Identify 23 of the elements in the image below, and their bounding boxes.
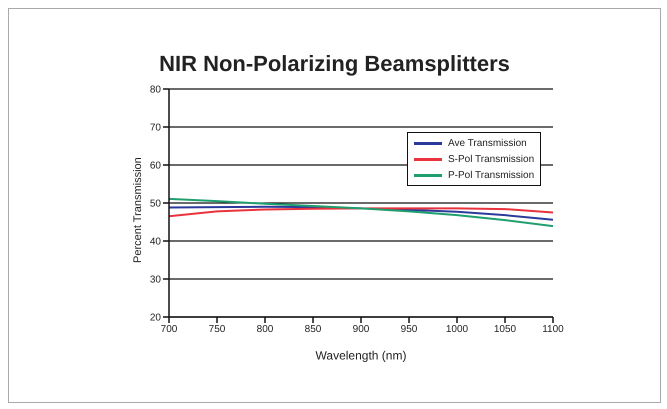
y-tick-label: 80 [150,84,162,96]
x-tick-label: 750 [208,324,226,336]
chart-title: NIR Non-Polarizing Beamsplitters [158,51,511,77]
x-tick-label: 800 [256,324,274,336]
x-axis-title: Wavelength (nm) [316,348,406,363]
x-tick-label: 900 [352,324,370,336]
y-axis-title: Percent Transmission [132,157,144,263]
y-tick-label: 50 [150,198,162,210]
x-tick-label: 1000 [446,324,469,336]
legend-label: S-Pol Transmission [448,154,534,164]
legend-label: Ave Transmission [448,138,527,148]
y-tick-label: 20 [150,312,162,324]
x-tick-label: 850 [304,324,322,336]
x-tick-label: 950 [400,324,418,336]
y-tick-label: 60 [150,160,162,172]
x-tick-label: 1100 [542,324,564,336]
y-tick-label: 70 [150,122,162,134]
y-tick-label: 30 [150,274,162,286]
legend-label: P-Pol Transmission [448,170,534,180]
x-tick-label: 1050 [494,324,517,336]
y-tick-label: 40 [150,236,162,248]
x-tick-label: 700 [160,324,178,336]
line-series [169,207,553,218]
